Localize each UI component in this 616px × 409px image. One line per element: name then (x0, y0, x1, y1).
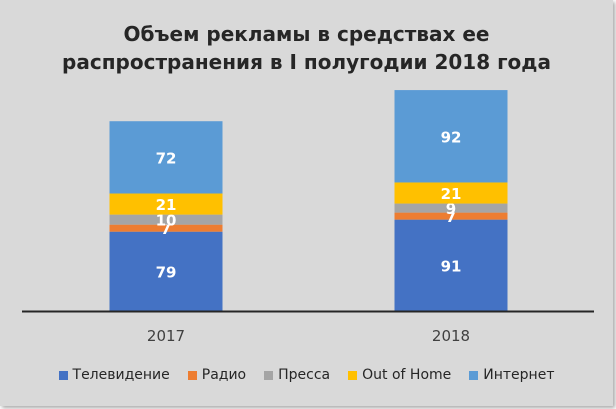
bar-2018-интернет (394, 90, 508, 183)
data-label-2018-интернет: 92 (441, 128, 462, 146)
bar-2018-out-of-home (394, 182, 508, 204)
bar-2017-телевидение (109, 231, 223, 311)
bar-2017-out-of-home (109, 193, 223, 215)
data-label-2018-телевидение: 91 (441, 257, 462, 275)
legend-item-интернет: Интернет (469, 367, 554, 383)
bar-2018-пресса (394, 203, 508, 213)
data-label-2018-пресса: 9 (446, 200, 456, 218)
data-label-2017-пресса: 10 (156, 212, 177, 230)
bar-2017-радио (109, 224, 223, 232)
data-label-2017-телевидение: 79 (156, 263, 177, 281)
chart-title-line-2: распространения в I полугодии 2018 года (62, 50, 551, 74)
bar-2017-интернет (109, 121, 223, 194)
x-tick-label-2017: 2017 (147, 327, 185, 345)
legend-swatch (264, 370, 274, 380)
legend-label: Пресса (278, 367, 331, 383)
legend-item-радио: Радио (187, 367, 247, 383)
data-label-2017-out-of-home: 21 (156, 196, 177, 214)
legend-label: Out of Home (362, 367, 452, 383)
bar-2017-пресса (109, 214, 223, 225)
data-label-2017-интернет: 72 (156, 149, 177, 167)
data-label-2018-радио: 7 (446, 208, 456, 226)
legend-item-пресса: Пресса (264, 367, 330, 383)
legend-item-телевидение: Телевидение (58, 367, 170, 383)
legend-item-out-of-home: Out of Home (348, 367, 451, 383)
chart-legend: Телевидение Радио Пресса Out of Home Интерне… (0, 367, 613, 383)
chart-title-line-1: Объем рекламы в средствах ее (123, 22, 490, 46)
legend-label: Радио (201, 367, 247, 383)
data-label-2018-out-of-home: 21 (441, 185, 462, 203)
legend-label: Телевидение (72, 367, 170, 383)
legend-swatch (348, 370, 358, 380)
legend-label: Интернет (483, 367, 555, 383)
legend-swatch (58, 370, 68, 380)
data-label-2017-радио: 7 (161, 220, 171, 238)
x-tick-label-2018: 2018 (432, 327, 470, 345)
bar-2018-телевидение (394, 219, 508, 311)
legend-swatch (187, 370, 197, 380)
bar-2018-радио (394, 212, 508, 220)
legend-swatch (469, 370, 479, 380)
